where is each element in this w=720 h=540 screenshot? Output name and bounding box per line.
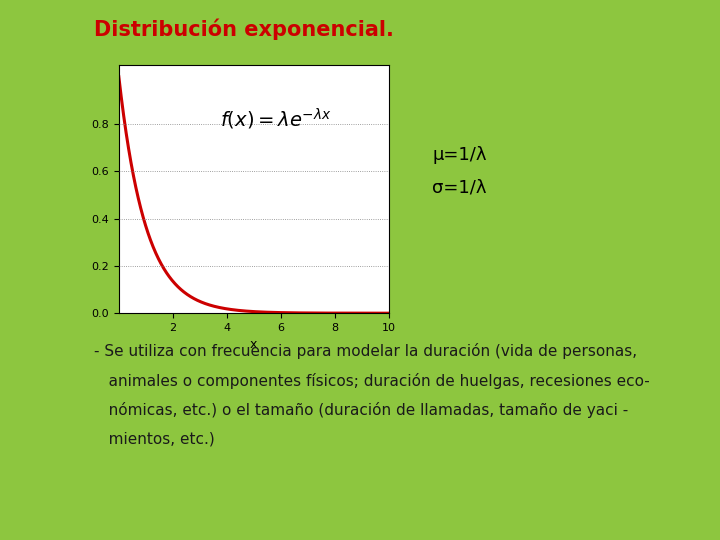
Text: $f(x) = \lambda e^{-\lambda x}$: $f(x) = \lambda e^{-\lambda x}$ — [220, 107, 331, 132]
Text: mientos, etc.): mientos, etc.) — [94, 432, 215, 447]
Text: nómicas, etc.) o el tamaño (duración de llamadas, tamaño de yaci -: nómicas, etc.) o el tamaño (duración de … — [94, 402, 628, 418]
Text: animales o componentes físicos; duración de huelgas, recesiones eco-: animales o componentes físicos; duración… — [94, 373, 649, 389]
Text: μ=1/λ: μ=1/λ — [432, 146, 487, 164]
Text: σ=1/λ: σ=1/λ — [432, 178, 487, 196]
X-axis label: x: x — [250, 339, 258, 352]
Text: Distribución exponencial.: Distribución exponencial. — [94, 19, 393, 40]
Text: - Se utiliza con frecuencia para modelar la duración (vida de personas,: - Se utiliza con frecuencia para modelar… — [94, 343, 636, 359]
